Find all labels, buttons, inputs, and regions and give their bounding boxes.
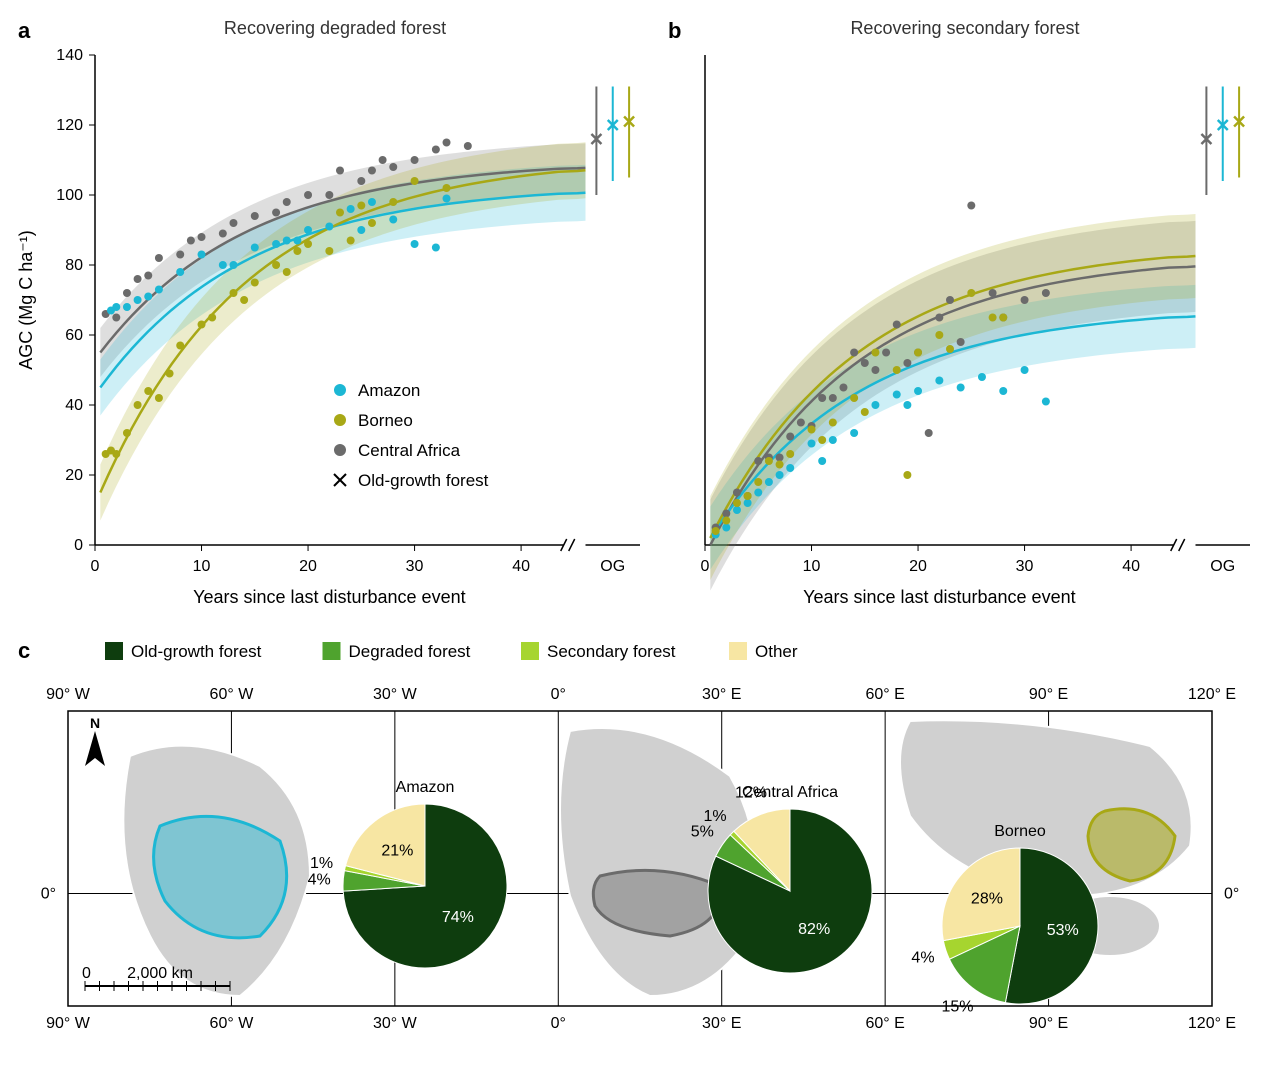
svg-text:Central Africa: Central Africa [358, 441, 461, 460]
svg-text:0: 0 [74, 537, 83, 554]
svg-text:1%: 1% [703, 808, 726, 825]
svg-text:4%: 4% [911, 950, 934, 967]
chart-c-svg: Old-growth forest Degraded forest Secondar… [10, 636, 1270, 1056]
svg-text:Years since last disturbance e: Years since last disturbance event [193, 587, 466, 607]
svg-text:Years since last disturbance e: Years since last disturbance event [803, 587, 1076, 607]
panel-label-b: b [668, 18, 681, 44]
panel-label-c: c [18, 638, 30, 664]
panel-b: b Recovering secondary forest 0 10 20 30 40 O… [660, 10, 1270, 630]
svg-text:Borneo: Borneo [358, 411, 413, 430]
svg-text:28%: 28% [971, 891, 1003, 908]
svg-text:60: 60 [65, 327, 83, 344]
svg-text:0: 0 [82, 965, 91, 982]
svg-text:0: 0 [701, 558, 710, 575]
svg-text:60° W: 60° W [210, 686, 255, 703]
panel-a: a Recovering degraded forest 0 10 20 30 40 OG… [10, 10, 660, 630]
svg-text:Borneo: Borneo [994, 823, 1046, 840]
panel-a-title: Recovering degraded forest [224, 18, 446, 39]
svg-text:60° E: 60° E [865, 686, 904, 703]
svg-text:20: 20 [299, 558, 317, 575]
svg-text:5%: 5% [691, 823, 714, 840]
chart-b-svg: 0 10 20 30 40 OG Years since last disturbance … [660, 10, 1270, 630]
svg-text:82%: 82% [798, 921, 830, 938]
chart-a-svg: 0 10 20 30 40 OG 0 20 40 60 80 100 120 140 AGC (Mg C h… [10, 10, 660, 630]
panel-label-a: a [18, 18, 30, 44]
svg-text:OG: OG [600, 558, 625, 575]
svg-text:60° E: 60° E [865, 1015, 904, 1032]
svg-text:90° E: 90° E [1029, 686, 1068, 703]
svg-text:120° E: 120° E [1188, 686, 1236, 703]
svg-text:30° E: 30° E [702, 1015, 741, 1032]
svg-text:40: 40 [1122, 558, 1140, 575]
figure-container: a Recovering degraded forest 0 10 20 30 40 OG… [10, 10, 1270, 1066]
svg-text:120: 120 [56, 117, 83, 134]
panel-b-title: Recovering secondary forest [850, 18, 1079, 39]
svg-text:90° W: 90° W [46, 1015, 91, 1032]
svg-text:0°: 0° [1224, 886, 1239, 903]
svg-text:10: 10 [803, 558, 821, 575]
svg-text:30: 30 [1016, 558, 1034, 575]
svg-text:30° W: 30° W [373, 1015, 418, 1032]
svg-text:120° E: 120° E [1188, 1015, 1236, 1032]
svg-text:Old-growth forest: Old-growth forest [131, 642, 262, 661]
svg-text:15%: 15% [941, 999, 973, 1016]
svg-text:0°: 0° [551, 686, 566, 703]
svg-text:90° W: 90° W [46, 686, 91, 703]
svg-text:20: 20 [65, 467, 83, 484]
svg-text:4%: 4% [308, 871, 331, 888]
svg-text:Old-growth forest: Old-growth forest [358, 471, 489, 490]
svg-text:0: 0 [91, 558, 100, 575]
svg-text:140: 140 [56, 47, 83, 64]
svg-text:40: 40 [65, 397, 83, 414]
svg-text:53%: 53% [1047, 922, 1079, 939]
svg-text:40: 40 [512, 558, 530, 575]
svg-text:1%: 1% [310, 855, 333, 872]
svg-text:OG: OG [1210, 558, 1235, 575]
svg-text:60° W: 60° W [210, 1015, 255, 1032]
svg-text:2,000 km: 2,000 km [127, 965, 193, 982]
svg-text:30: 30 [406, 558, 424, 575]
svg-text:30° W: 30° W [373, 686, 418, 703]
panel-c: c Old-growth forest Degraded forest Second… [10, 636, 1270, 1066]
svg-text:N: N [90, 715, 100, 731]
svg-text:90° E: 90° E [1029, 1015, 1068, 1032]
svg-text:Other: Other [755, 642, 798, 661]
svg-text:Secondary forest: Secondary forest [547, 642, 676, 661]
svg-text:Amazon: Amazon [358, 381, 420, 400]
svg-text:30° E: 30° E [702, 686, 741, 703]
top-row: a Recovering degraded forest 0 10 20 30 40 OG… [10, 10, 1270, 630]
svg-text:0°: 0° [551, 1015, 566, 1032]
svg-text:74%: 74% [442, 909, 474, 926]
svg-text:Degraded forest: Degraded forest [349, 642, 471, 661]
svg-text:AGC (Mg C ha⁻¹): AGC (Mg C ha⁻¹) [16, 230, 36, 370]
svg-text:80: 80 [65, 257, 83, 274]
svg-text:21%: 21% [381, 842, 413, 859]
svg-text:12%: 12% [735, 784, 767, 801]
svg-text:0°: 0° [41, 886, 56, 903]
svg-text:10: 10 [193, 558, 211, 575]
svg-text:Amazon: Amazon [396, 779, 455, 796]
svg-text:100: 100 [56, 187, 83, 204]
svg-text:20: 20 [909, 558, 927, 575]
